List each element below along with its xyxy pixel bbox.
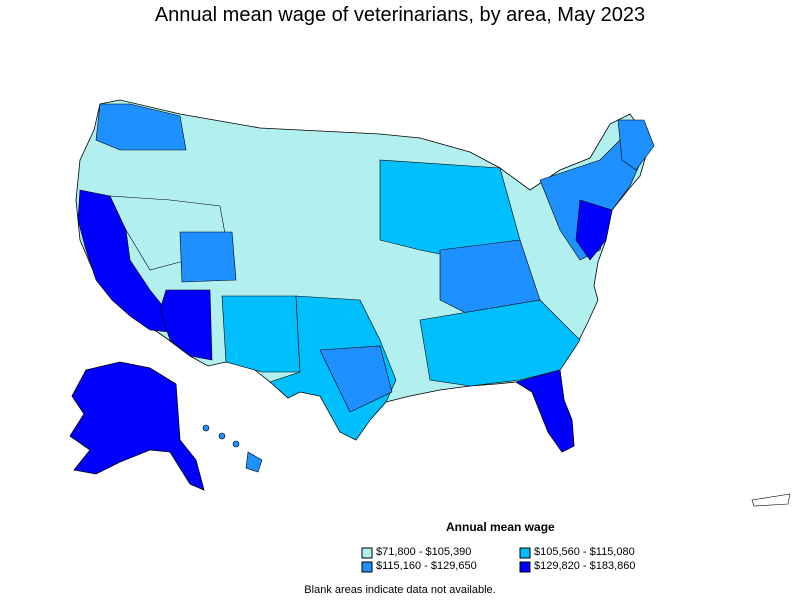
hawaii xyxy=(202,424,263,473)
legend-label-2: $105,560 - $115,080 xyxy=(534,546,635,558)
region-southeast xyxy=(419,299,581,387)
region-arizona xyxy=(159,289,213,361)
map-title: Annual mean wage of veterinarians, by ar… xyxy=(154,4,646,26)
legend-title: Annual mean wage xyxy=(446,520,555,534)
legend-swatch-4 xyxy=(519,561,531,573)
alaska xyxy=(69,361,205,491)
region-mid-atlantic xyxy=(575,199,613,261)
region-pacific-northwest xyxy=(95,103,187,151)
legend-swatch-3 xyxy=(361,561,373,573)
legend-label-4: $129,820 - $183,860 xyxy=(534,560,636,572)
region-florida xyxy=(515,369,575,453)
legend-label-3: $115,160 - $129,650 xyxy=(376,560,477,572)
region-west-coast xyxy=(77,189,171,333)
legend-label-1: $71,800 - $105,390 xyxy=(376,546,472,558)
region-maine xyxy=(617,119,655,171)
region-new-mexico xyxy=(221,295,301,373)
puerto-rico xyxy=(751,493,791,507)
legend-swatch-1 xyxy=(361,547,373,559)
region-colorado xyxy=(179,231,237,283)
legend-swatch-2 xyxy=(519,547,531,559)
region-texas-metro xyxy=(319,345,393,413)
region-northeast xyxy=(539,129,647,261)
data-note: Blank areas indicate data not available. xyxy=(304,584,496,596)
